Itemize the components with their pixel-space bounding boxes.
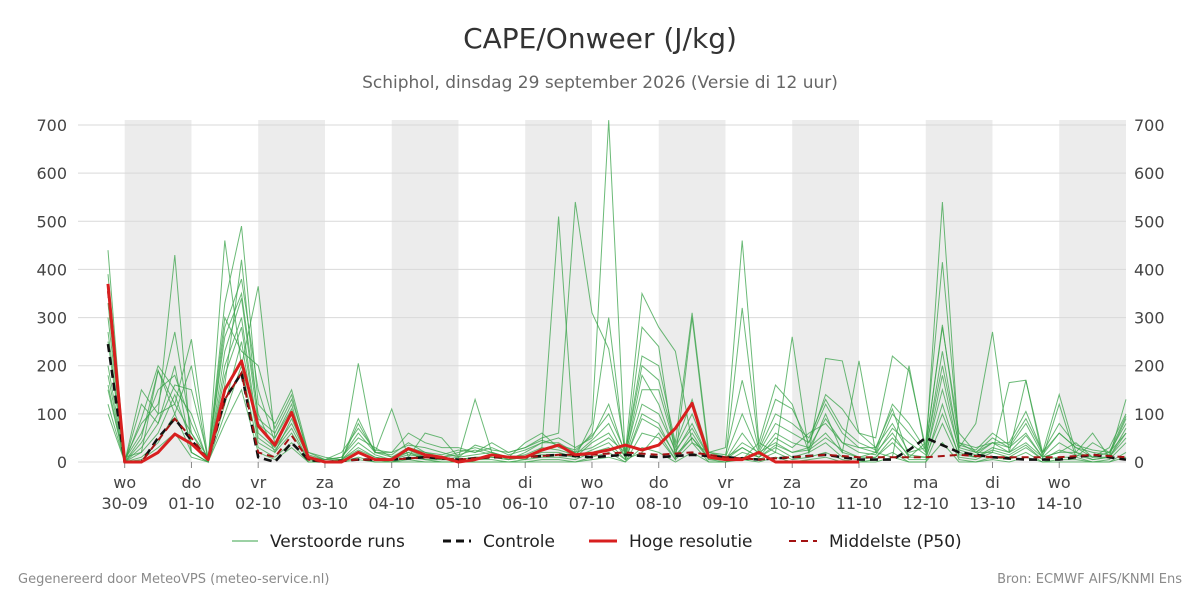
highres-line — [106, 283, 859, 464]
x-tick-day: zo — [383, 473, 401, 492]
x-tick-day: ma — [913, 473, 938, 492]
legend-label-ensemble: Verstoorde runs — [270, 532, 405, 552]
ensemble-run-line — [107, 315, 1127, 463]
x-tick-day: zo — [850, 473, 868, 492]
shade-band — [525, 120, 592, 462]
legend-label-control: Controle — [483, 532, 555, 552]
y-tick-label-left: 200 — [36, 357, 67, 376]
x-tick-date: 08-10 — [635, 494, 682, 513]
shade-band — [925, 120, 993, 462]
x-tick-day: wo — [113, 473, 136, 492]
x-tick-date: 04-10 — [368, 494, 415, 513]
x-tick-day: di — [985, 473, 1000, 492]
footer-generated-by: Gegenereerd door MeteoVPS (meteo-service… — [18, 572, 330, 587]
x-tick-date: 02-10 — [235, 494, 282, 513]
x-tick-date: 09-10 — [702, 494, 749, 513]
x-tick-day: do — [649, 473, 669, 492]
shade-band — [258, 120, 325, 462]
y-axis-right: 0 100 200 300 400 500 600 700 — [1134, 116, 1165, 472]
y-tick-label-right: 400 — [1134, 260, 1165, 279]
y-tick-label-right: 600 — [1134, 164, 1165, 183]
x-tick-date: 06-10 — [502, 494, 549, 513]
chart-subtitle: Schiphol, dinsdag 29 september 2026 (Ver… — [362, 73, 838, 93]
chart-title: CAPE/Onweer (J/kg) — [463, 22, 737, 55]
x-tick-day: za — [783, 473, 801, 492]
y-tick-label-left: 500 — [36, 212, 67, 231]
y-tick-label-left: 600 — [36, 164, 67, 183]
x-tick-day: wo — [1048, 473, 1071, 492]
ensemble-run-line — [107, 298, 1127, 463]
y-axis-left: 0 100 200 300 400 500 600 700 — [36, 116, 67, 472]
y-tick-label-right: 100 — [1134, 405, 1165, 424]
footer-source: Bron: ECMWF AIFS/KNMI Ens — [997, 572, 1182, 587]
x-tick-date: 12-10 — [902, 494, 949, 513]
x-tick-date: 03-10 — [302, 494, 349, 513]
x-tick-day: vr — [717, 473, 733, 492]
y-tick-label-left: 700 — [36, 116, 67, 135]
x-tick-day: di — [518, 473, 533, 492]
y-tick-label-left: 0 — [57, 453, 67, 472]
legend-label-median: Middelste (P50) — [829, 532, 962, 552]
x-tick-date: 01-10 — [168, 494, 215, 513]
x-tick-day: do — [181, 473, 201, 492]
x-tick-date: 10-10 — [769, 494, 816, 513]
y-tick-label-right: 0 — [1134, 453, 1144, 472]
weekend-shading — [124, 120, 1126, 462]
x-tick-day: wo — [581, 473, 604, 492]
y-tick-label-left: 400 — [36, 260, 67, 279]
x-tick-date: 30-09 — [101, 494, 148, 513]
y-tick-label-right: 200 — [1134, 357, 1165, 376]
legend: Verstoorde runs Controle Hoge resolutie … — [232, 532, 962, 552]
x-tick-date: 14-10 — [1036, 494, 1083, 513]
highres-series — [106, 283, 859, 464]
x-tick-date: 11-10 — [836, 494, 883, 513]
x-axis: wo 30-09 do 01-10 vr 02-10 za 03-10 zo 04-10 ma 05-… — [101, 462, 1082, 513]
ensemble-run-line — [107, 363, 1127, 463]
x-tick-date: 13-10 — [969, 494, 1016, 513]
y-tick-label-left: 100 — [36, 405, 67, 424]
y-tick-label-left: 300 — [36, 309, 67, 328]
x-tick-date: 07-10 — [569, 494, 616, 513]
legend-label-highres: Hoge resolutie — [629, 532, 753, 552]
shade-band — [1059, 120, 1126, 462]
y-tick-label-right: 300 — [1134, 309, 1165, 328]
x-tick-day: za — [316, 473, 334, 492]
x-tick-date: 05-10 — [435, 494, 482, 513]
y-tick-label-right: 500 — [1134, 212, 1165, 231]
shade-band — [792, 120, 859, 462]
y-tick-label-right: 700 — [1134, 116, 1165, 135]
x-tick-day: ma — [446, 473, 471, 492]
ensemble-run-line — [107, 327, 1127, 464]
x-tick-day: vr — [250, 473, 266, 492]
shade-band — [391, 120, 459, 462]
